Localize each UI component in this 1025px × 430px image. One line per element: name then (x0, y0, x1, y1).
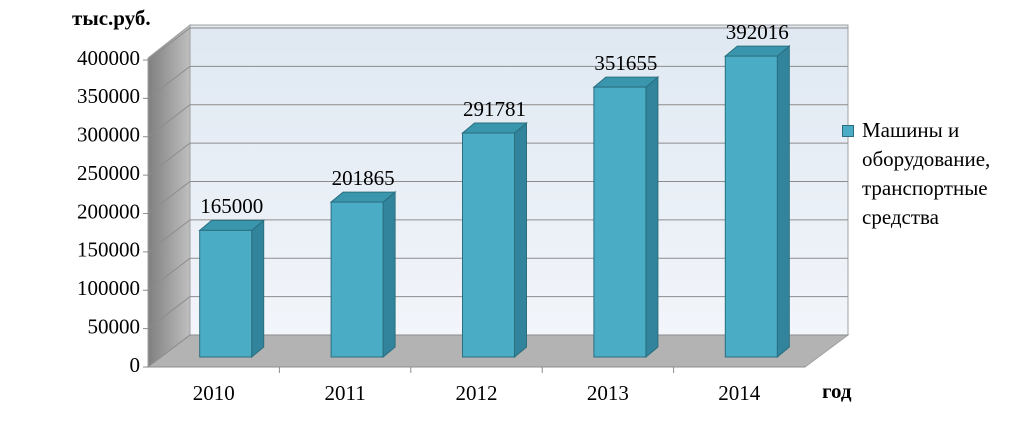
y-tick-label: 250000 (77, 161, 140, 185)
grid-line (147, 27, 848, 61)
bar-top (592, 76, 660, 88)
value-label: 351655 (594, 51, 657, 75)
value-label: 392016 (726, 20, 789, 44)
bar (462, 132, 515, 358)
y-tick-label: 0 (130, 353, 141, 377)
value-label: 165000 (200, 194, 263, 218)
grid-line (147, 65, 848, 99)
bar (199, 229, 253, 358)
bar-top (198, 219, 266, 231)
x-tick-label: 2014 (718, 381, 761, 405)
bar (593, 86, 647, 358)
x-tick-label: 2012 (456, 381, 498, 405)
legend-label: Машины и оборудование, транспортные сред… (862, 118, 991, 229)
bar-side (645, 76, 659, 359)
bar-side (382, 191, 396, 359)
y-axis-title: тыс.руб. (72, 6, 151, 30)
bar-side (514, 121, 527, 359)
y-tick-label: 200000 (77, 199, 140, 223)
y-tick-label: 300000 (77, 123, 140, 147)
x-tick-label: 2010 (193, 381, 235, 405)
bar-side (776, 45, 790, 359)
legend: Машины и оборудование, транспортные сред… (842, 116, 1017, 232)
bar-side (251, 219, 265, 359)
legend-swatch (842, 125, 854, 137)
value-label: 201865 (332, 166, 395, 190)
side-wall (147, 23, 191, 369)
y-tick-label: 350000 (77, 84, 140, 108)
x-tick-label: 2013 (587, 381, 629, 405)
value-label: 291781 (463, 97, 526, 121)
x-tick-label: 2011 (324, 381, 365, 405)
bar-top (723, 45, 791, 57)
bar (724, 55, 778, 358)
y-tick-label: 400000 (77, 46, 140, 70)
bar (330, 201, 384, 358)
x-axis-title: год (822, 379, 852, 403)
bar-top (461, 122, 528, 134)
bar-top (329, 191, 397, 203)
y-tick-label: 100000 (77, 276, 140, 300)
y-tick-label: 150000 (77, 238, 140, 262)
y-tick-label: 50000 (88, 314, 141, 338)
